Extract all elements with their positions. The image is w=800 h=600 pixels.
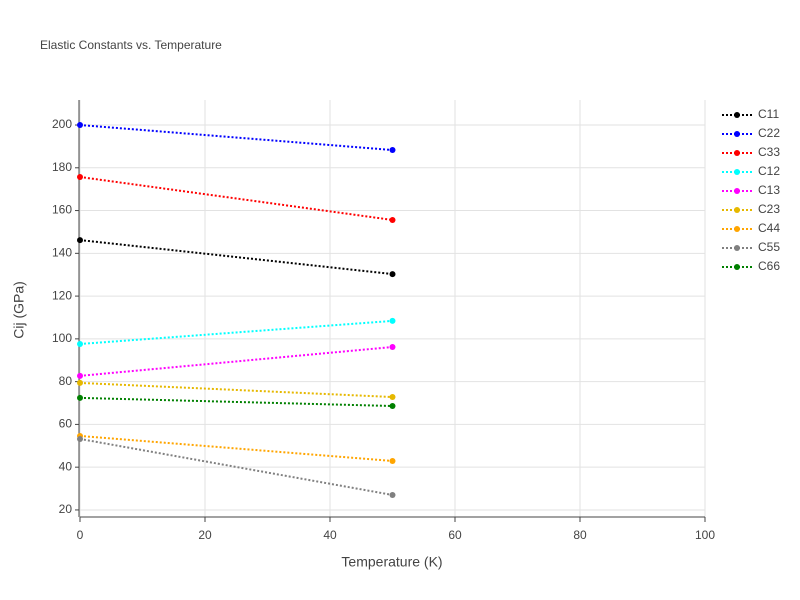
legend-label: C12 (758, 164, 780, 178)
y-tick-label: 120 (52, 288, 72, 302)
y-tick-label: 200 (52, 117, 72, 131)
legend-label: C11 (758, 107, 779, 121)
x-axis-label: Temperature (K) (341, 554, 442, 570)
legend-label: C22 (758, 126, 780, 140)
series-line (79, 345, 393, 377)
y-tick-label: 80 (59, 374, 73, 388)
series-line (79, 175, 393, 221)
legend-marker (734, 207, 740, 213)
legend-label: C33 (758, 145, 780, 159)
legend-marker (734, 169, 740, 175)
point (77, 122, 83, 129)
point (389, 216, 396, 223)
x-tick-label: 60 (448, 528, 462, 542)
point (389, 343, 396, 350)
point (389, 457, 396, 464)
series-line (79, 319, 393, 345)
series-line (79, 381, 393, 399)
point (77, 435, 83, 442)
point (77, 237, 83, 244)
series-line (79, 124, 393, 152)
y-axis-label: Cij (GPa) (11, 281, 27, 339)
legend-marker (734, 226, 740, 232)
y-tick-label: 40 (59, 459, 73, 473)
legend-marker (734, 131, 740, 137)
y-tick-label: 100 (52, 331, 72, 345)
x-tick-label: 80 (573, 528, 587, 542)
legend-marker (734, 188, 740, 194)
point (77, 394, 83, 401)
legend-marker (734, 112, 740, 118)
point (77, 340, 83, 347)
legend-label: C13 (758, 183, 780, 197)
point (77, 379, 83, 386)
y-tick-label: 20 (59, 502, 73, 516)
chart-title: Elastic Constants vs. Temperature (40, 38, 222, 52)
legend-marker (734, 150, 740, 156)
legend-label: C55 (758, 240, 780, 254)
legend-label: C66 (758, 259, 780, 273)
legend-marker (734, 264, 740, 270)
point (389, 394, 396, 401)
y-tick-label: 140 (52, 245, 72, 259)
series-line (79, 239, 393, 276)
y-tick-label: 60 (59, 417, 73, 431)
legend-label: C44 (758, 221, 780, 235)
x-tick-label: 20 (198, 528, 212, 542)
series-line (79, 396, 393, 408)
series-line (79, 434, 393, 462)
point (389, 271, 396, 278)
y-tick-label: 160 (52, 203, 72, 217)
point (77, 173, 83, 180)
legend-marker (734, 245, 740, 251)
x-tick-label: 100 (695, 528, 715, 542)
y-tick-label: 180 (52, 160, 72, 174)
x-tick-label: 0 (77, 528, 84, 542)
series-line (79, 437, 393, 496)
point (389, 491, 396, 498)
x-tick-label: 40 (323, 528, 337, 542)
point (389, 147, 396, 154)
point (389, 403, 396, 410)
legend-label: C23 (758, 202, 780, 216)
point (77, 372, 83, 379)
point (389, 317, 396, 324)
